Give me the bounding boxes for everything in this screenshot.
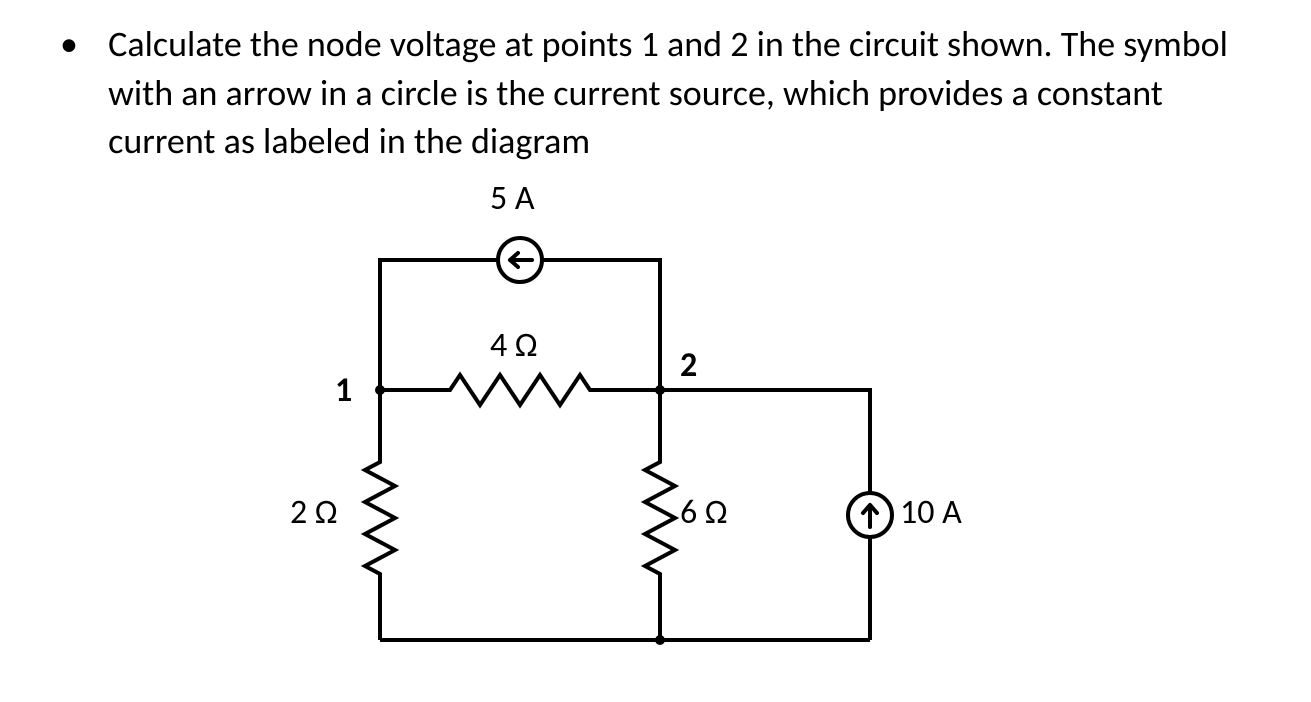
wire-right-top	[660, 390, 870, 493]
problem-statement: • Calculate the node voltage at points 1…	[60, 20, 1271, 166]
label-10a: 10 A	[900, 492, 962, 533]
circuit-diagram: 5 A 4 Ω 1 2 2 Ω 6 Ω 10 A	[260, 180, 960, 680]
label-4ohm: 4 Ω	[490, 325, 538, 366]
problem-text-content: Calculate the node voltage at points 1 a…	[108, 20, 1259, 166]
circuit-svg	[260, 180, 960, 680]
resistor-6ohm	[645, 450, 675, 580]
label-node-1: 1	[335, 370, 352, 411]
bullet-point: •	[60, 20, 100, 69]
bottom-junction-dot	[655, 635, 665, 645]
wire-top-right	[542, 260, 660, 390]
label-2ohm: 2 Ω	[290, 492, 338, 533]
label-5a: 5 A	[490, 178, 535, 219]
wire-top-left	[380, 260, 498, 390]
label-node-2: 2	[680, 345, 697, 386]
resistor-4ohm	[435, 375, 605, 405]
resistor-2ohm	[365, 450, 395, 580]
label-6ohm: 6 Ω	[680, 492, 728, 533]
